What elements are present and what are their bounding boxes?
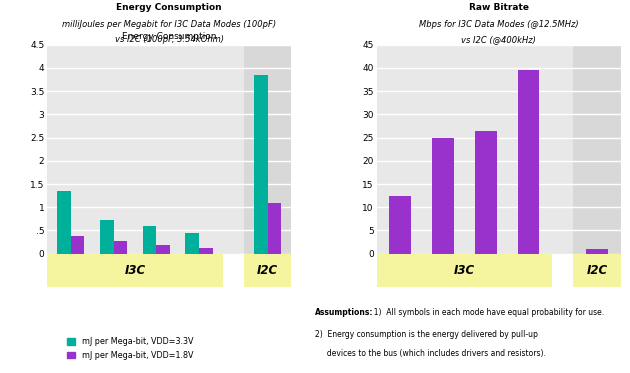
Text: Assumptions:: Assumptions: xyxy=(315,308,374,317)
Bar xyxy=(573,45,621,254)
Bar xyxy=(142,226,156,254)
Text: I3C: I3C xyxy=(125,264,146,277)
Bar xyxy=(71,236,84,254)
Bar xyxy=(268,203,282,254)
Bar xyxy=(57,191,71,254)
Bar xyxy=(475,131,496,254)
Text: Energy Consumption: Energy Consumption xyxy=(117,3,222,12)
Bar xyxy=(156,245,170,254)
Text: milliJoules per Megabit for I3C Data Modes (100pF): milliJoules per Megabit for I3C Data Mod… xyxy=(62,20,277,29)
Bar xyxy=(244,45,291,254)
Text: I2C: I2C xyxy=(257,264,278,277)
Text: Mbps for I3C Data Modes (@12.5MHz): Mbps for I3C Data Modes (@12.5MHz) xyxy=(419,20,578,29)
Text: devices to the bus (which includes drivers and resistors).: devices to the bus (which includes drive… xyxy=(315,349,546,358)
Bar xyxy=(432,138,454,254)
Text: I3C: I3C xyxy=(454,264,475,277)
Legend: mJ per Mega-bit, VDD=3.3V, mJ per Mega-bit, VDD=1.8V: mJ per Mega-bit, VDD=3.3V, mJ per Mega-b… xyxy=(67,337,193,360)
Text: 2)  Energy consumption is the energy delivered by pull-up: 2) Energy consumption is the energy deli… xyxy=(315,330,538,339)
Text: Energy Consumption: Energy Consumption xyxy=(122,32,217,41)
Bar xyxy=(100,220,113,254)
Bar xyxy=(113,241,127,254)
Text: 1)  All symbols in each mode have equal probability for use.: 1) All symbols in each mode have equal p… xyxy=(369,308,604,317)
Text: vs I2C (@400kHz): vs I2C (@400kHz) xyxy=(461,35,536,44)
Text: Raw Bitrate: Raw Bitrate xyxy=(469,3,529,12)
FancyBboxPatch shape xyxy=(47,254,223,287)
Bar xyxy=(254,75,268,254)
FancyBboxPatch shape xyxy=(573,254,621,287)
Bar xyxy=(389,195,411,254)
Text: I2C: I2C xyxy=(587,264,607,277)
Text: vs I2C (100pF, 3.54kOhm): vs I2C (100pF, 3.54kOhm) xyxy=(115,35,224,44)
FancyBboxPatch shape xyxy=(377,254,552,287)
Bar xyxy=(185,233,199,254)
Bar xyxy=(586,249,608,254)
FancyBboxPatch shape xyxy=(244,254,291,287)
Bar xyxy=(199,248,213,254)
Bar xyxy=(518,70,539,254)
